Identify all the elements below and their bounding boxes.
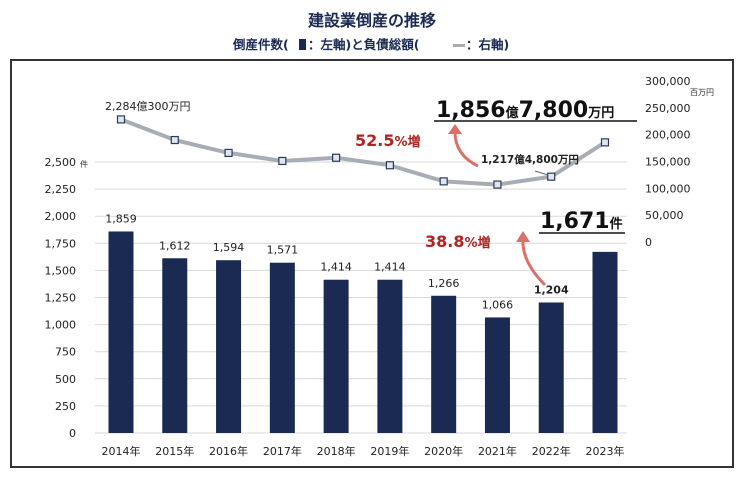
bar — [431, 295, 457, 433]
right-tick-label: 250,000 — [645, 102, 691, 115]
bar — [377, 279, 403, 433]
left-tick-label: 2,500 — [45, 156, 77, 169]
bar-value-label: 1,266 — [428, 277, 460, 290]
count-2023-total: 1,671件 — [540, 209, 623, 234]
bar — [538, 302, 564, 433]
debt-increase-arrow — [453, 131, 479, 168]
bar — [108, 231, 134, 433]
left-tick-label: 1,250 — [45, 292, 77, 305]
right-tick-label: 50,000 — [645, 209, 684, 222]
x-tick-label: 2014年 — [102, 444, 141, 458]
bar — [484, 317, 510, 433]
x-tick-label: 2017年 — [263, 444, 302, 458]
right-tick-label: 200,000 — [645, 129, 691, 142]
left-tick-label: 500 — [55, 373, 76, 386]
debt-2023-total: 1,856億7,800万円 — [436, 98, 614, 123]
line-marker — [170, 135, 179, 145]
line-marker — [547, 172, 556, 181]
subtitle-part-2: ：左軸)と負債総額( — [308, 37, 419, 52]
line-marker — [439, 177, 448, 186]
left-tick-label: 250 — [55, 400, 76, 413]
left-tick-label: 1,500 — [45, 264, 77, 277]
line-marker — [116, 115, 126, 124]
left-tick-label: 0 — [69, 427, 76, 440]
line-legend-swatch — [453, 44, 465, 47]
right-tick-label: 0 — [645, 236, 652, 249]
bar — [216, 260, 242, 433]
bar-value-label: 1,571 — [267, 244, 299, 257]
debt-increase-label: 52.5%増 — [355, 131, 421, 150]
count-increase-label: 38.8%増 — [425, 232, 491, 251]
left-tick-label: 750 — [55, 346, 76, 359]
x-tick-label: 2018年 — [317, 444, 356, 458]
x-tick-label: 2022年 — [532, 444, 571, 458]
x-tick-label: 2016年 — [209, 444, 248, 458]
left-tick-label: 1,000 — [45, 319, 77, 332]
right-tick-label: 100,000 — [645, 182, 691, 195]
debt-arrow-head-icon — [448, 124, 462, 134]
count-arrow-head-icon — [516, 231, 530, 242]
subtitle-part-1: 倒産件数( — [232, 37, 289, 52]
left-tick-label: 1,750 — [45, 237, 77, 250]
debt-line — [120, 117, 607, 187]
bar — [162, 258, 188, 433]
count-increase-arrow — [521, 239, 547, 287]
x-tick-label: 2019年 — [370, 444, 409, 458]
bar — [592, 251, 618, 433]
line-marker — [493, 180, 502, 189]
line-marker — [600, 138, 610, 147]
chart-title: 建設業倒産の推移 — [308, 11, 436, 30]
debt-2022-leader — [534, 170, 549, 176]
bar-value-label: 1,414 — [374, 261, 406, 274]
right-tick-label: 150,000 — [645, 156, 691, 169]
debt-2022-label: 1,217億4,800万円 — [481, 153, 579, 166]
bar-value-label: 1,204 — [534, 283, 569, 296]
x-tick-label: 2023年 — [586, 444, 625, 458]
bar-value-label: 1,859 — [105, 212, 137, 225]
x-tick-label: 2015年 — [155, 444, 194, 458]
bar-legend-swatch — [299, 39, 306, 50]
line-marker — [385, 161, 394, 170]
subtitle-part-3: ：右軸) — [466, 37, 509, 52]
bar-value-label: 1,414 — [320, 261, 352, 274]
bar — [323, 279, 349, 433]
right-tick-label: 300,000 — [645, 75, 691, 88]
left-tick-label: 2,250 — [45, 183, 77, 196]
line-marker — [332, 153, 341, 162]
bar-value-label: 1,066 — [482, 298, 514, 311]
x-tick-label: 2021年 — [478, 444, 517, 458]
line-marker — [278, 156, 287, 166]
bar-value-label: 1,612 — [159, 239, 191, 252]
left-tick-label: 2,000 — [45, 210, 77, 223]
chart-subtitle: 倒産件数( ：左軸)と負債総額( ：右軸) — [232, 37, 509, 52]
debt-2014-label: 2,284億300万円 — [105, 100, 191, 113]
line-marker — [224, 148, 233, 158]
left-axis-unit: 件 — [80, 159, 88, 169]
right-axis-unit: 百万円 — [690, 88, 714, 97]
bar — [269, 262, 295, 433]
x-tick-label: 2020年 — [424, 444, 463, 458]
bar-value-label: 1,594 — [213, 241, 245, 254]
